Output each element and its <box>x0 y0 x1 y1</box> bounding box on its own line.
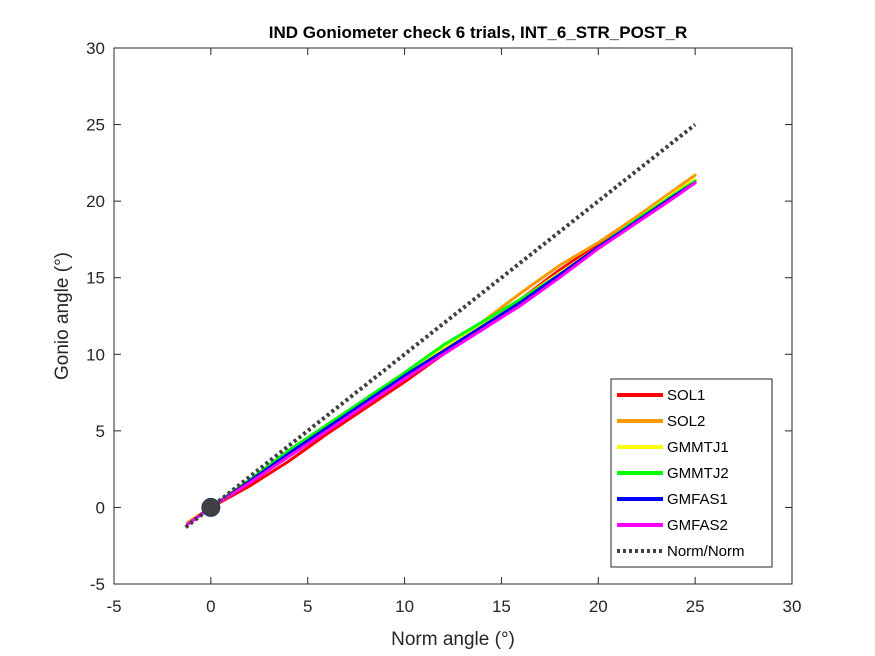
y-tick-label: 0 <box>96 498 105 517</box>
legend-label: GMFAS1 <box>667 491 728 508</box>
y-tick-label: 25 <box>86 116 105 135</box>
legend-label: GMFAS2 <box>667 517 728 534</box>
plot-area: -5 0 5 10 15 20 25 30 -5 0 5 10 15 20 25 30 <box>86 39 801 616</box>
legend: SOL1 SOL2 GMMTJ1 GMMTJ2 GMFAS1 GMFAS2 Norm/Nor… <box>610 378 773 568</box>
x-tick-label: 15 <box>492 597 511 616</box>
axes-box <box>113 47 793 585</box>
series-line-norm-norm <box>184 123 697 529</box>
legend-label: Norm/Norm <box>667 543 745 560</box>
x-tick-label: 5 <box>303 597 312 616</box>
legend-label: GMMTJ1 <box>667 439 729 456</box>
origin-marker <box>201 497 221 517</box>
y-tick-label: -5 <box>90 575 105 594</box>
y-tick-label: 20 <box>86 192 105 211</box>
y-tick-label: 15 <box>86 269 105 288</box>
y-axis-label: Gonio angle (°) <box>52 252 73 380</box>
y-tick-label: 30 <box>86 39 105 58</box>
y-tick-label: 5 <box>96 422 105 441</box>
legend-label: SOL1 <box>667 387 705 404</box>
legend-label: GMMTJ2 <box>667 465 729 482</box>
x-tick-label: 30 <box>783 597 802 616</box>
x-axis-label: Norm angle (°) <box>391 629 515 650</box>
legend-label: SOL2 <box>667 413 705 430</box>
y-tick-label: 10 <box>86 345 105 364</box>
x-tick-label: -5 <box>106 597 121 616</box>
chart-title: IND Goniometer check 6 trials, INT_6_STR… <box>269 23 688 42</box>
series-line-gmfas2 <box>186 181 697 526</box>
x-tick-label: 10 <box>395 597 414 616</box>
x-tick-label: 0 <box>206 597 215 616</box>
x-tick-label: 25 <box>686 597 705 616</box>
x-tick-label: 20 <box>589 597 608 616</box>
